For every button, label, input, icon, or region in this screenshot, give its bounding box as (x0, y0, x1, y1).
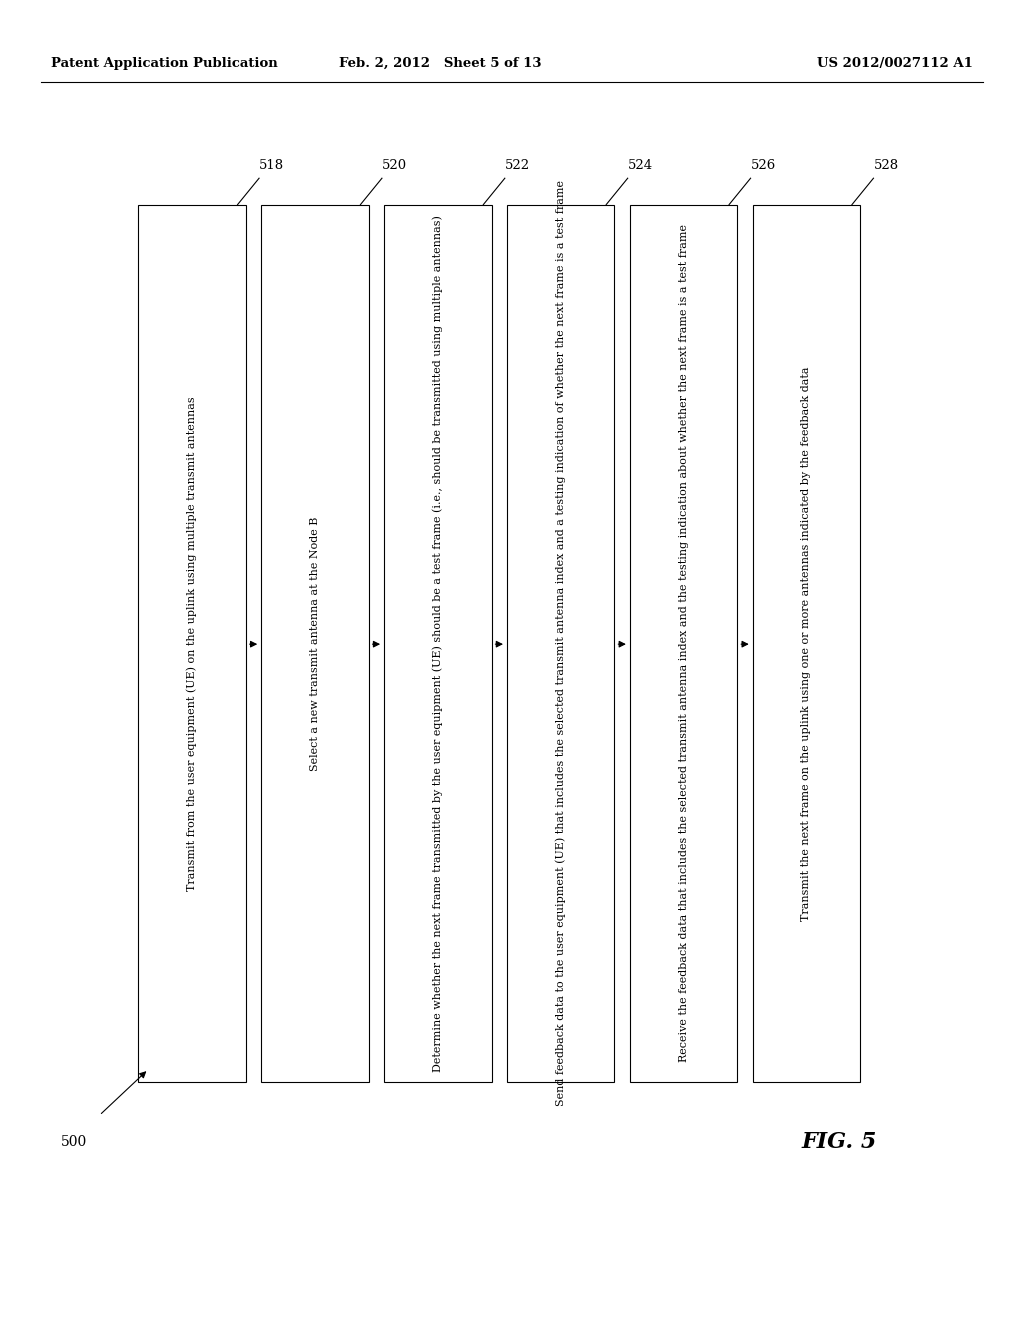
Bar (630, 205, 737, 1082)
Text: FIG. 5: FIG. 5 (802, 1131, 878, 1152)
Text: Transmit the next frame on the uplink using one or more antennas indicated by th: Transmit the next frame on the uplink us… (802, 366, 811, 921)
Bar (138, 205, 246, 1082)
Bar (261, 205, 369, 1082)
Text: Send feedback data to the user equipment (UE) that includes the selected transmi: Send feedback data to the user equipment… (555, 181, 566, 1106)
Text: Feb. 2, 2012   Sheet 5 of 13: Feb. 2, 2012 Sheet 5 of 13 (339, 57, 542, 70)
Text: Receive the feedback data that includes the selected transmit antenna index and : Receive the feedback data that includes … (679, 224, 688, 1063)
Text: Transmit from the user equipment (UE) on the uplink using multiple transmit ante: Transmit from the user equipment (UE) on… (186, 396, 198, 891)
Text: 500: 500 (60, 1135, 87, 1148)
Text: Patent Application Publication: Patent Application Publication (51, 57, 278, 70)
Bar (384, 205, 492, 1082)
Text: 518: 518 (259, 158, 285, 172)
Text: Determine whether the next frame transmitted by the user equipment (UE) should b: Determine whether the next frame transmi… (432, 215, 443, 1072)
Text: 522: 522 (505, 158, 530, 172)
Text: US 2012/0027112 A1: US 2012/0027112 A1 (817, 57, 973, 70)
Text: 520: 520 (382, 158, 408, 172)
Text: 524: 524 (628, 158, 653, 172)
Bar (753, 205, 860, 1082)
Text: Select a new transmit antenna at the Node B: Select a new transmit antenna at the Nod… (310, 516, 319, 771)
Bar (507, 205, 614, 1082)
Text: 528: 528 (873, 158, 899, 172)
Text: 526: 526 (751, 158, 776, 172)
